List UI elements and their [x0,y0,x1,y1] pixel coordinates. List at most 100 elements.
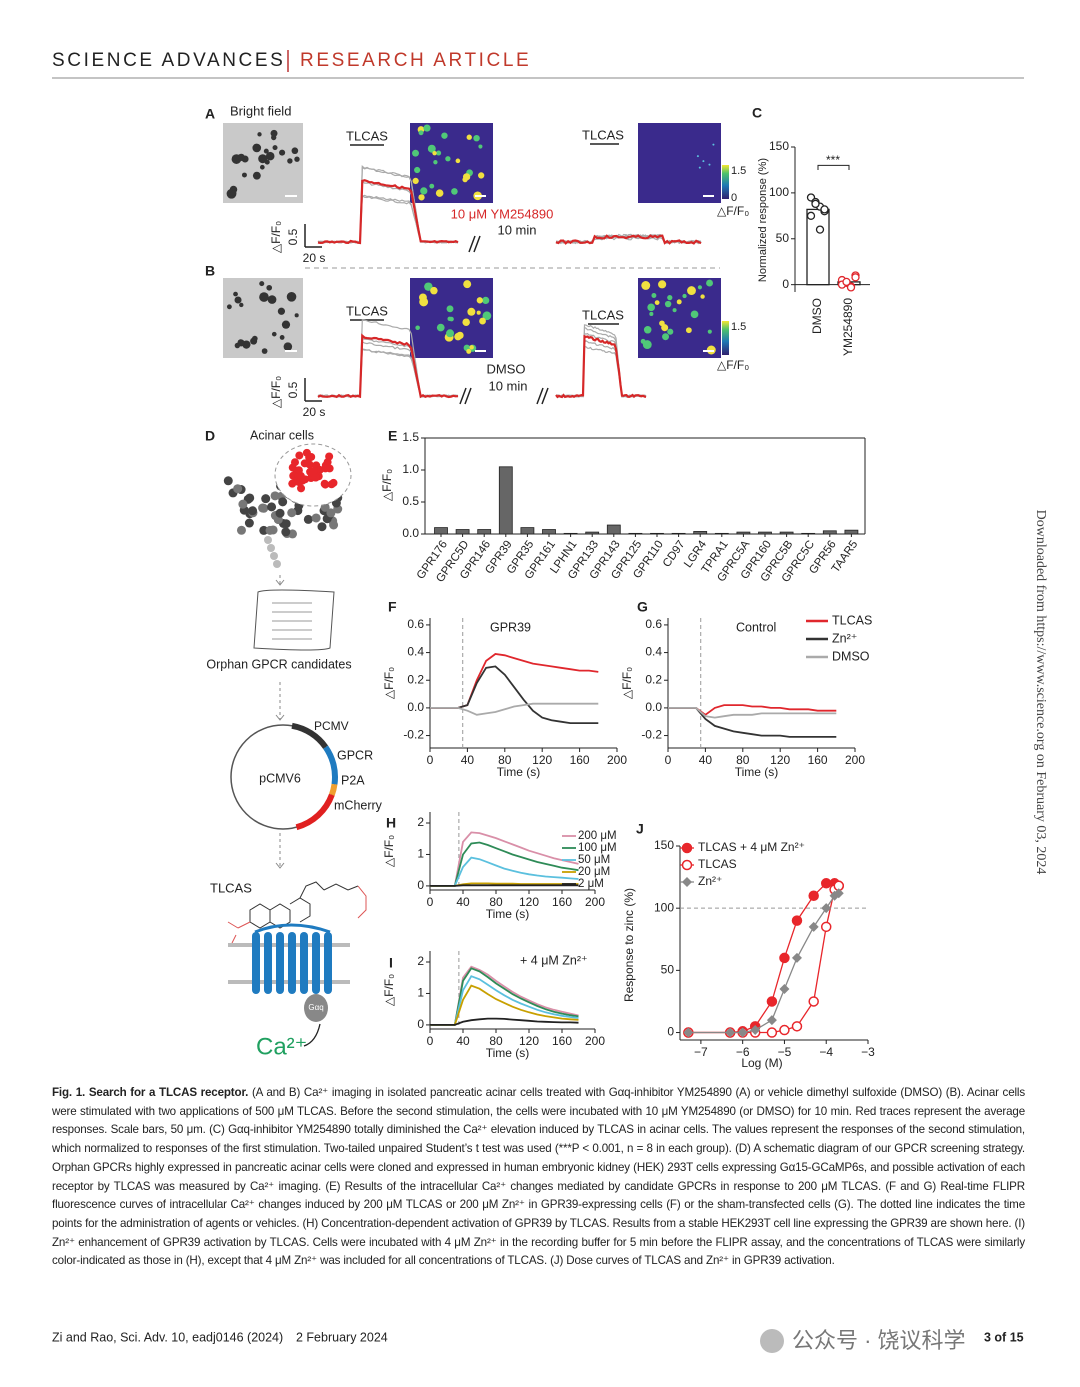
colorbar [722,321,729,355]
point [766,996,778,1007]
x-tick-label: −6 [736,1045,750,1059]
point [779,952,790,964]
cell [244,518,254,528]
fluorescence-image [638,123,721,203]
label: Time (s) [486,907,530,921]
legend-marker [681,842,693,854]
arrow-head [275,714,285,721]
cell [661,324,669,332]
cell [643,325,652,334]
cell [456,331,464,340]
bar [585,531,600,535]
x-tick-label: YM254890 [841,298,855,356]
cell [412,177,419,185]
point [766,1015,777,1026]
cell [712,143,715,146]
cell [654,300,660,305]
panel-label: I [389,955,393,971]
helix [300,932,308,994]
panel-title: GPR39 [490,620,531,634]
x-tick-label: 200 [845,753,865,767]
series-line [688,892,840,1034]
cell [667,328,674,335]
y-tick-label: 1 [417,847,424,861]
cell [451,188,458,195]
cell [462,173,471,181]
point [766,1027,778,1038]
label: P2A [341,773,365,787]
cell [466,348,472,354]
helix [324,932,332,994]
cell [435,189,444,197]
arrow-head [275,579,285,586]
panel-title: + 4 μM Zn²⁺ [520,953,588,967]
cell [414,166,421,174]
cell [664,300,672,308]
y-tick-label: 0.0 [402,526,419,540]
cell [469,345,474,350]
cell [267,502,277,512]
cell [245,493,255,503]
wechat-icon [760,1329,784,1353]
cell [286,292,297,302]
cell [449,316,454,322]
cell [700,294,705,299]
cell [248,506,258,516]
cell [662,333,670,341]
y-tick-label: 150 [769,139,789,153]
cell [687,286,696,296]
y-tick-label: 2 [417,815,424,829]
cell [307,452,316,461]
x-tick-label: 80 [736,753,750,767]
citation: Zi and Rao, Sci. Adv. 10, eadj0146 (2024… [52,1330,283,1344]
label: Ca²⁺ [256,1033,307,1060]
label: TLCAS [346,303,388,318]
cell [317,522,327,532]
cell [250,337,258,345]
trace [555,234,702,245]
cell [685,327,692,334]
x-tick-label: 160 [570,753,590,767]
x-tick-label: 80 [489,895,503,909]
cell [418,194,425,201]
cell [672,308,677,313]
point [791,1021,803,1032]
y-tick-label: 1 [417,986,424,1000]
x-tick-label: 40 [461,753,475,767]
cell [300,459,309,468]
cell [696,155,699,158]
trace [317,179,459,245]
label: *** [826,153,840,167]
cell [647,303,655,312]
fluorescence-image [638,278,721,358]
cell [252,143,262,153]
legend-label: 20 μM [578,866,610,878]
y-tick-label: 2 [417,954,424,968]
trace [555,346,647,398]
cell [462,318,470,326]
point [808,996,819,1007]
cell [259,525,269,535]
legend-label: Zn²⁺ [832,631,857,645]
legend-label: DMSO [832,649,870,663]
series-line [430,653,599,709]
cell [230,190,237,196]
cell [270,129,278,137]
cell [436,323,445,332]
bar [844,529,859,535]
point [750,1025,761,1036]
cell [433,160,438,165]
bar [650,532,664,535]
cell [259,292,269,302]
series-line [430,702,599,716]
point [725,1027,736,1038]
x-tick-label: 120 [519,895,539,909]
bar [758,531,772,535]
point [808,921,819,932]
cell [690,310,699,319]
series-line [430,1017,579,1026]
point [820,205,829,214]
x-tick-label: 200 [585,895,605,909]
cell [707,329,712,334]
